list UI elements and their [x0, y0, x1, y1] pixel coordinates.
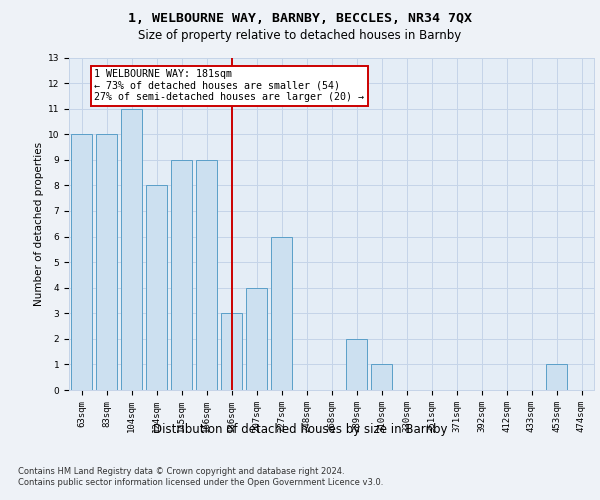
Bar	[271, 236, 292, 390]
Bar	[121, 108, 142, 390]
Bar	[96, 134, 117, 390]
Bar	[146, 186, 167, 390]
Text: Distribution of detached houses by size in Barnby: Distribution of detached houses by size …	[153, 422, 447, 436]
Bar	[171, 160, 192, 390]
Bar	[346, 339, 367, 390]
Bar	[246, 288, 267, 390]
Bar	[221, 314, 242, 390]
Y-axis label: Number of detached properties: Number of detached properties	[34, 142, 44, 306]
Bar	[71, 134, 92, 390]
Text: 1, WELBOURNE WAY, BARNBY, BECCLES, NR34 7QX: 1, WELBOURNE WAY, BARNBY, BECCLES, NR34 …	[128, 12, 472, 26]
Bar	[371, 364, 392, 390]
Bar	[546, 364, 567, 390]
Text: 1 WELBOURNE WAY: 181sqm
← 73% of detached houses are smaller (54)
27% of semi-de: 1 WELBOURNE WAY: 181sqm ← 73% of detache…	[94, 69, 364, 102]
Bar	[196, 160, 217, 390]
Text: Size of property relative to detached houses in Barnby: Size of property relative to detached ho…	[139, 29, 461, 42]
Text: Contains HM Land Registry data © Crown copyright and database right 2024.
Contai: Contains HM Land Registry data © Crown c…	[18, 468, 383, 487]
